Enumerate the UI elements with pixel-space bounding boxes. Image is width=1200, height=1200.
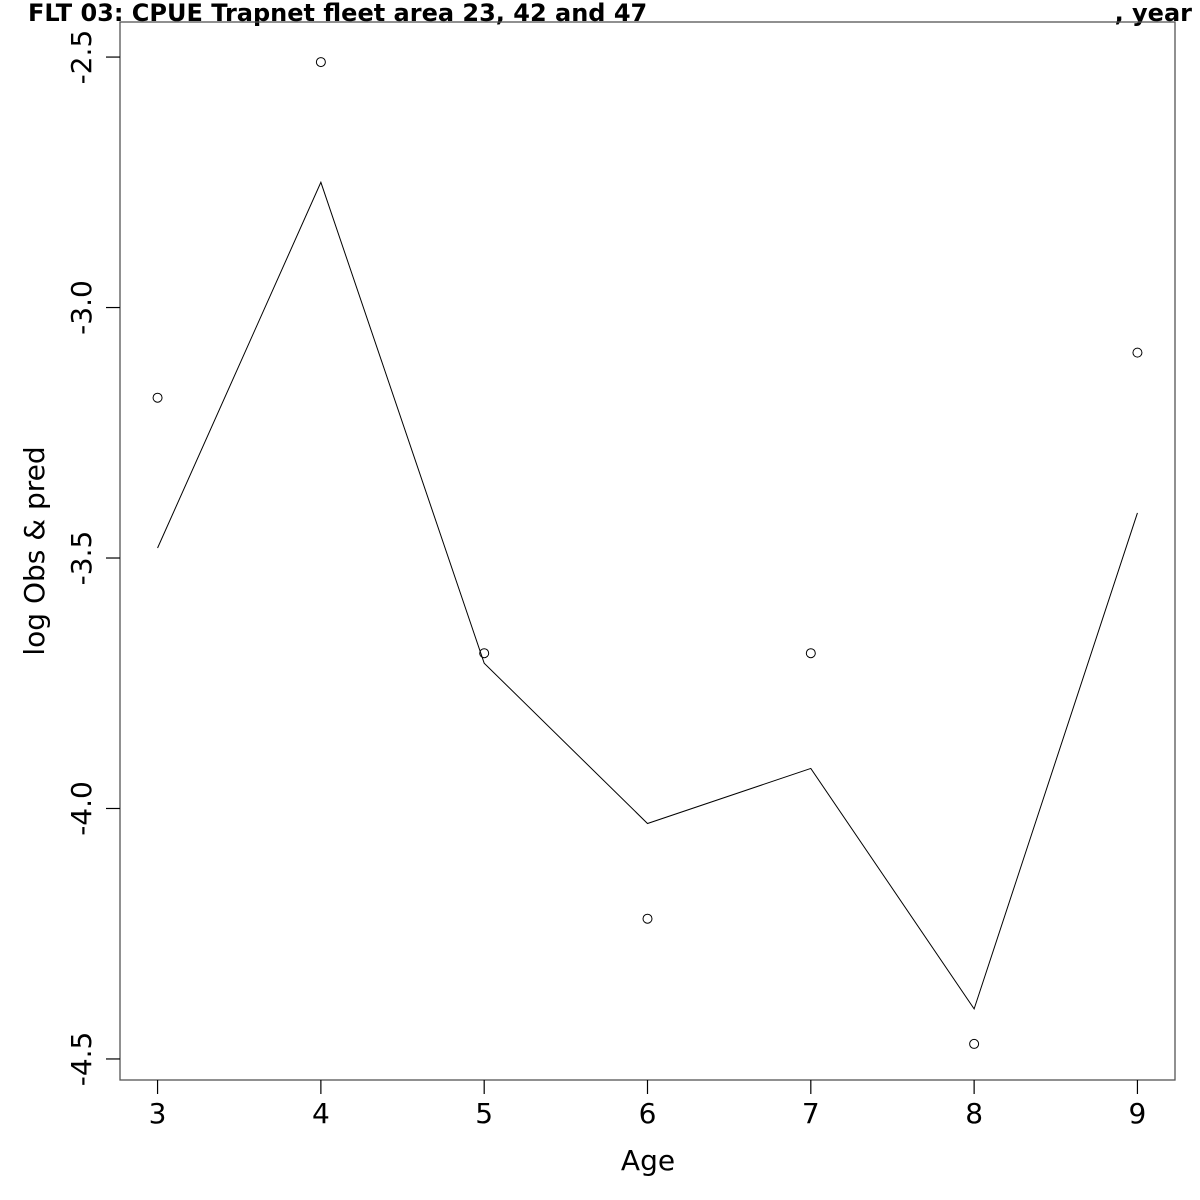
observed-point xyxy=(642,913,653,924)
chart-title-suffix: , year xyxy=(1115,0,1193,27)
observed-point xyxy=(969,1038,980,1049)
predicted-line xyxy=(157,180,1138,1010)
x-axis: 3 4 5 6 7 8 9 xyxy=(149,1080,1147,1130)
x-tick-label: 8 xyxy=(965,1097,983,1130)
y-tick-label: -3.5 xyxy=(65,531,98,586)
y-tick-label: -3.0 xyxy=(65,280,98,335)
series-layer xyxy=(152,57,1143,1049)
x-tick-label: 9 xyxy=(1129,1097,1147,1130)
observed-point xyxy=(805,648,816,659)
x-tick-label: 6 xyxy=(639,1097,657,1130)
plot-frame xyxy=(119,21,1176,1081)
x-tick-label: 3 xyxy=(149,1097,167,1130)
x-axis-label: Age xyxy=(621,1144,675,1177)
observed-point xyxy=(479,648,490,659)
y-axis-label: log Obs & pred xyxy=(18,446,51,655)
observed-point xyxy=(1132,347,1143,358)
y-tick-label: -4.0 xyxy=(65,781,98,836)
y-axis: -4.5 -4.0 -3.5 -3.0 -2.5 xyxy=(65,30,120,1087)
y-tick-label: -2.5 xyxy=(65,30,98,85)
observed-point xyxy=(315,57,326,68)
chart-title: FLT 03: CPUE Trapnet fleet area 23, 42 a… xyxy=(28,0,647,27)
y-tick-label: -4.5 xyxy=(65,1032,98,1087)
x-tick-label: 7 xyxy=(802,1097,820,1130)
observed-point xyxy=(152,392,163,403)
x-tick-label: 4 xyxy=(312,1097,330,1130)
x-tick-label: 5 xyxy=(475,1097,493,1130)
